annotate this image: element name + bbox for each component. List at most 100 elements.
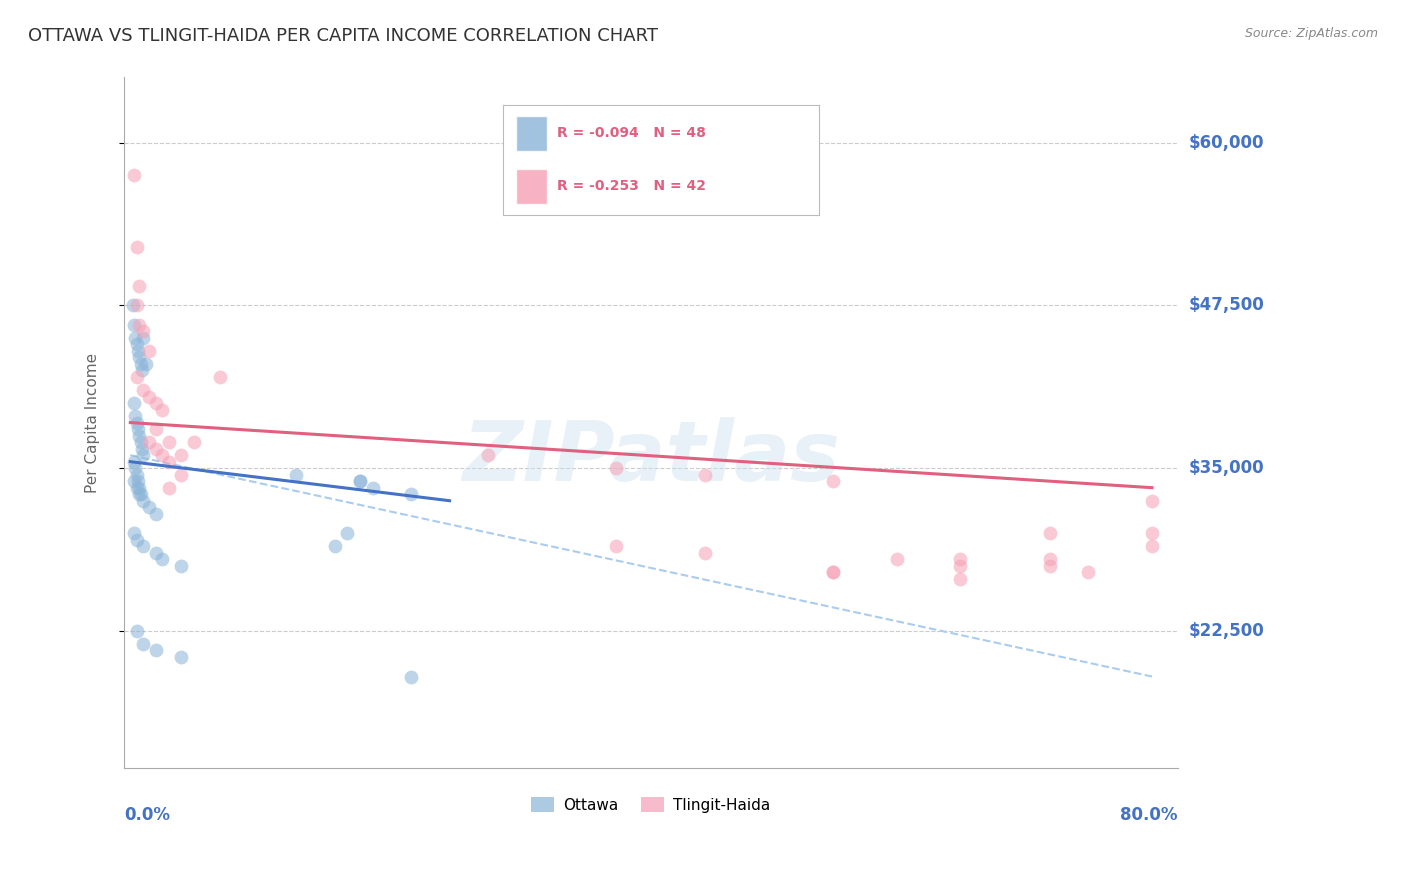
Point [128,278,150,293]
Point [1140,539,1163,553]
Point [129,357,152,371]
Point [122,455,145,469]
Legend: Ottawa, Tlingit-Haida: Ottawa, Tlingit-Haida [524,790,776,819]
Point [135,357,157,371]
Point [605,461,627,475]
Point [145,546,167,560]
Point [129,435,152,450]
Point [125,624,148,638]
Point [127,474,149,488]
Point [1140,526,1163,541]
Point [361,481,384,495]
Point [138,343,160,358]
Text: OTTAWA VS TLINGIT-HAIDA PER CAPITA INCOME CORRELATION CHART: OTTAWA VS TLINGIT-HAIDA PER CAPITA INCOM… [28,27,658,45]
Point [132,325,155,339]
Point [145,396,167,410]
Point [170,650,193,665]
Point [1039,558,1062,573]
Point [122,318,145,332]
Point [145,442,167,456]
Text: $35,000: $35,000 [1188,459,1264,477]
Point [949,558,972,573]
Point [1039,526,1062,541]
Point [131,442,153,456]
Point [605,539,627,553]
Point [157,481,180,495]
Point [125,298,148,312]
Point [132,637,155,651]
Point [1140,493,1163,508]
Point [125,467,148,482]
Point [138,390,160,404]
Point [336,526,359,541]
Y-axis label: Per Capita Income: Per Capita Income [86,352,100,492]
Point [125,240,148,254]
Point [145,422,167,436]
Point [124,461,146,475]
Point [349,474,371,488]
Point [122,526,145,541]
Point [150,552,173,566]
Point [125,481,148,495]
Point [821,566,844,580]
Point [183,435,205,450]
Point [127,422,149,436]
Point [128,487,150,501]
Text: 80.0%: 80.0% [1121,805,1178,823]
Point [132,383,155,397]
Point [401,669,423,683]
Point [128,481,150,495]
Point [693,546,716,560]
Point [131,363,153,377]
Text: $22,500: $22,500 [1188,622,1264,640]
Point [145,507,167,521]
Point [170,448,193,462]
Point [323,539,346,553]
Point [693,467,716,482]
Text: 0.0%: 0.0% [124,805,170,823]
Point [122,396,145,410]
Point [125,416,148,430]
Point [949,572,972,586]
Point [150,448,173,462]
Point [821,474,844,488]
Point [128,351,150,365]
Point [122,474,145,488]
Point [132,448,155,462]
Point [132,331,155,345]
Point [124,331,146,345]
Point [170,558,193,573]
Text: $60,000: $60,000 [1188,134,1264,152]
Text: $47,500: $47,500 [1188,296,1264,314]
Point [821,566,844,580]
Point [125,533,148,547]
Point [157,455,180,469]
Point [170,467,193,482]
Point [1077,566,1099,580]
Point [121,298,143,312]
Point [125,370,148,384]
Point [349,474,371,488]
Point [477,448,499,462]
Point [150,402,173,417]
Point [122,168,145,182]
Point [128,428,150,442]
Point [125,337,148,351]
Text: ZIPatlas: ZIPatlas [461,417,839,498]
Point [285,467,308,482]
Point [132,493,155,508]
Point [157,435,180,450]
Point [145,643,167,657]
Point [132,539,155,553]
Point [401,487,423,501]
Point [138,435,160,450]
Point [129,487,152,501]
Point [1039,552,1062,566]
Point [127,343,149,358]
Point [949,552,972,566]
Point [128,318,150,332]
Text: Source: ZipAtlas.com: Source: ZipAtlas.com [1244,27,1378,40]
Point [138,500,160,515]
Point [124,409,146,423]
Point [886,552,908,566]
